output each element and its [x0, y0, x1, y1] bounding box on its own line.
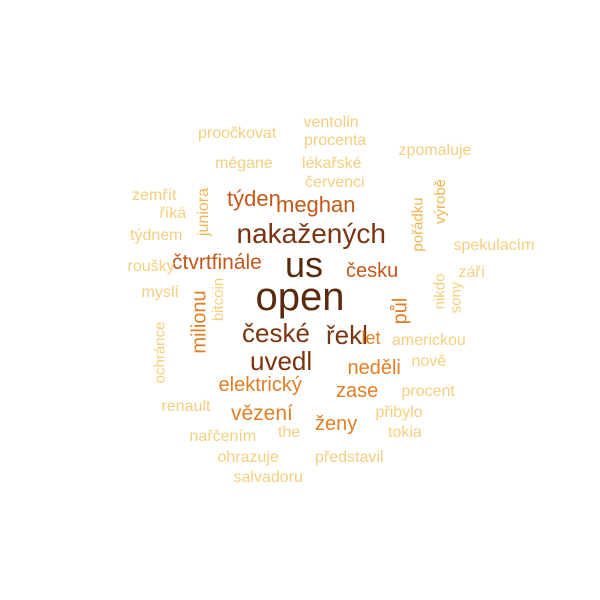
word-26: zemřít	[132, 187, 177, 204]
word-13: let	[361, 328, 381, 348]
word-43: renault	[161, 398, 211, 415]
word-38: sony	[447, 281, 465, 313]
word-12: půl	[388, 297, 411, 325]
word-8: meghan	[276, 192, 356, 217]
word-24: lékařské	[302, 155, 362, 172]
word-16: zase	[336, 380, 379, 402]
word-21: procenta	[304, 132, 367, 149]
word-1: open	[255, 275, 345, 319]
word-19: ventolin	[303, 114, 359, 131]
word-41: nově	[411, 353, 447, 370]
word-3: nakažených	[236, 218, 386, 249]
word-49: představil	[315, 449, 384, 466]
word-4: české	[242, 318, 310, 348]
word-27: říká	[159, 205, 187, 222]
word-34: září	[458, 264, 486, 281]
word-48: ohrazuje	[217, 449, 279, 466]
word-40: americkou	[392, 332, 466, 349]
word-50: salvadoru	[233, 469, 303, 486]
word-14: neděli	[347, 357, 401, 379]
word-25: červenci	[305, 174, 365, 191]
word-42: procent	[401, 383, 455, 400]
word-20: proočkovat	[198, 125, 277, 142]
word-5: řekl	[326, 320, 368, 350]
word-11: milionu	[188, 290, 211, 354]
word-36: bitcoin	[209, 277, 227, 321]
word-7: týden	[227, 186, 281, 211]
word-31: pořádku	[409, 196, 427, 252]
word-28: týdnem	[130, 227, 183, 244]
word-9: čtvrtfinále	[172, 250, 262, 274]
word-2: us	[285, 244, 324, 285]
word-33: roušky	[127, 258, 175, 275]
word-22: zpomaluje	[398, 142, 472, 159]
word-46: the	[278, 424, 301, 441]
word-29: juniora	[195, 187, 213, 237]
word-37: nikdo	[431, 273, 449, 309]
word-32: spekulacím	[453, 237, 535, 254]
word-10: česku	[346, 260, 399, 282]
word-17: vězení	[231, 401, 293, 425]
word-35: myslí	[141, 284, 179, 301]
word-18: ženy	[315, 413, 358, 435]
word-23: mégane	[215, 155, 273, 172]
word-15: elektrický	[218, 374, 302, 396]
word-45: nařčením	[189, 428, 257, 445]
word-30: výrobě	[431, 178, 449, 224]
word-47: tokia	[388, 424, 422, 441]
word-6: uvedl	[250, 346, 313, 376]
word-44: přibylo	[375, 404, 423, 421]
word-39: ochránce	[151, 321, 169, 383]
